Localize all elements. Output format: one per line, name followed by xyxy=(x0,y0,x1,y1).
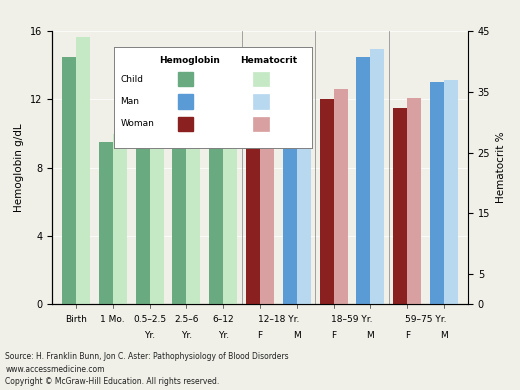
Text: Yr.: Yr. xyxy=(218,332,229,340)
Text: Man: Man xyxy=(120,97,139,106)
Text: 1 Mo.: 1 Mo. xyxy=(100,315,125,324)
Text: 18–59 Yr.: 18–59 Yr. xyxy=(331,315,373,324)
Bar xyxy=(186,110,200,304)
Bar xyxy=(62,57,76,304)
Bar xyxy=(253,94,268,109)
Bar xyxy=(173,117,186,304)
Text: F: F xyxy=(257,332,263,340)
Y-axis label: Hemoglobin g/dL: Hemoglobin g/dL xyxy=(15,123,24,212)
Text: F: F xyxy=(331,332,336,340)
Bar xyxy=(334,89,347,304)
Bar xyxy=(150,122,164,304)
Text: 2.5–6: 2.5–6 xyxy=(174,315,199,324)
Bar xyxy=(260,89,274,304)
Bar xyxy=(178,94,193,109)
Bar xyxy=(209,108,223,304)
Y-axis label: Hematocrit %: Hematocrit % xyxy=(496,132,506,204)
Bar xyxy=(136,134,150,304)
Bar xyxy=(393,108,407,304)
Bar xyxy=(253,117,268,131)
Bar xyxy=(76,37,90,304)
Bar xyxy=(283,82,297,304)
Bar xyxy=(297,83,311,304)
Bar xyxy=(99,142,113,304)
Text: Birth: Birth xyxy=(65,315,87,324)
Text: Source: H. Franklin Bunn, Jon C. Aster: Pathophysiology of Blood Disorders
www.a: Source: H. Franklin Bunn, Jon C. Aster: … xyxy=(5,352,289,386)
Text: M: M xyxy=(440,332,448,340)
Bar xyxy=(246,99,260,304)
Bar xyxy=(356,57,370,304)
Text: 6–12: 6–12 xyxy=(212,315,234,324)
Bar xyxy=(113,134,127,304)
Bar xyxy=(430,82,444,304)
Text: 0.5–2.5: 0.5–2.5 xyxy=(133,315,166,324)
Text: 12–18 Yr.: 12–18 Yr. xyxy=(258,315,299,324)
Text: M: M xyxy=(293,332,301,340)
Bar xyxy=(223,101,237,304)
Text: F: F xyxy=(405,332,410,340)
Text: Hemoglobin: Hemoglobin xyxy=(159,56,220,65)
Bar xyxy=(370,50,384,304)
Bar xyxy=(320,99,334,304)
Bar xyxy=(253,72,268,86)
Text: Hematocrit: Hematocrit xyxy=(240,56,297,65)
Bar xyxy=(178,117,193,131)
Bar xyxy=(444,80,458,304)
Bar xyxy=(178,72,193,86)
Text: Yr.: Yr. xyxy=(144,332,155,340)
Text: M: M xyxy=(367,332,374,340)
Text: Yr.: Yr. xyxy=(181,332,192,340)
Text: 59–75 Yr.: 59–75 Yr. xyxy=(405,315,446,324)
Text: Child: Child xyxy=(120,75,144,84)
Bar xyxy=(407,98,421,304)
Text: Woman: Woman xyxy=(120,119,154,128)
